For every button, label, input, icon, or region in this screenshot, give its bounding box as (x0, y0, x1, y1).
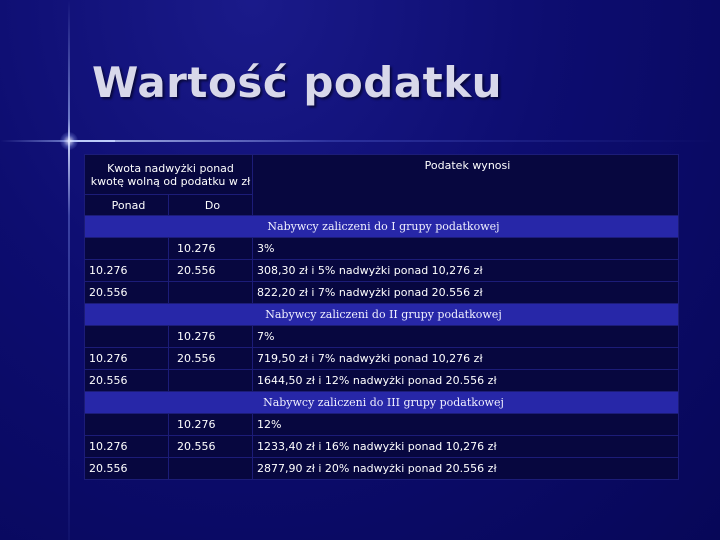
cell-tax: 12% (252, 413, 679, 436)
cell-to: 20.556 (168, 435, 253, 458)
cell-to: 20.556 (168, 259, 253, 282)
header-tax: Podatek wynosi (252, 154, 679, 216)
table-row: 10.276 12% (84, 413, 679, 436)
cell-tax: 7% (252, 325, 679, 348)
header-amount: Kwota nadwyżki ponad kwotę wolną od poda… (84, 154, 253, 195)
decor-vertical-line (68, 0, 70, 540)
group-band: Nabywcy zaliczeni do III grupy podatkowe… (84, 391, 679, 414)
cell-to: 10.276 (168, 325, 253, 348)
table-row: 20.556 822,20 zł i 7% nadwyżki ponad 20.… (84, 281, 679, 304)
cell-to (168, 457, 253, 480)
cell-tax: 822,20 zł i 7% nadwyżki ponad 20.556 zł (252, 281, 679, 304)
decor-horizontal-line (0, 140, 115, 142)
cell-from: 20.556 (84, 457, 169, 480)
table-row: 10.276 20.556 719,50 zł i 7% nadwyżki po… (84, 347, 679, 370)
table-row: 20.556 1644,50 zł i 12% nadwyżki ponad 2… (84, 369, 679, 392)
header-to: Do (168, 194, 253, 216)
header-from: Ponad (84, 194, 169, 216)
cell-tax: 1233,40 zł i 16% nadwyżki ponad 10,276 z… (252, 435, 679, 458)
cell-from (84, 413, 169, 436)
table-row: 10.276 20.556 1233,40 zł i 16% nadwyżki … (84, 435, 679, 458)
group-band: Nabywcy zaliczeni do II grupy podatkowej (84, 303, 679, 326)
cell-to: 20.556 (168, 347, 253, 370)
cell-from: 20.556 (84, 369, 169, 392)
cell-from: 10.276 (84, 259, 169, 282)
cell-to: 10.276 (168, 413, 253, 436)
table-row: 10.276 7% (84, 325, 679, 348)
group-label: Nabywcy zaliczeni do II grupy podatkowej (84, 303, 679, 326)
cell-from (84, 325, 169, 348)
cell-from: 10.276 (84, 347, 169, 370)
table-row: 10.276 20.556 308,30 zł i 5% nadwyżki po… (84, 259, 679, 282)
table-row: 10.276 3% (84, 237, 679, 260)
header-sub-row: Ponad Do (84, 194, 679, 216)
cell-to (168, 369, 253, 392)
cell-to: 10.276 (168, 237, 253, 260)
cell-tax: 308,30 zł i 5% nadwyżki ponad 10,276 zł (252, 259, 679, 282)
decor-glow (60, 132, 78, 150)
cell-tax: 2877,90 zł i 20% nadwyżki ponad 20.556 z… (252, 457, 679, 480)
group-label: Nabywcy zaliczeni do III grupy podatkowe… (84, 391, 679, 414)
table-row: 20.556 2877,90 zł i 20% nadwyżki ponad 2… (84, 457, 679, 480)
cell-tax: 719,50 zł i 7% nadwyżki ponad 10,276 zł (252, 347, 679, 370)
tax-table: Kwota nadwyżki ponad kwotę wolną od poda… (84, 154, 679, 480)
decor-horizontal-line-right (68, 140, 720, 142)
cell-tax: 3% (252, 237, 679, 260)
cell-from: 10.276 (84, 435, 169, 458)
header-row: Kwota nadwyżki ponad kwotę wolną od poda… (84, 154, 679, 216)
cell-to (168, 281, 253, 304)
cell-tax: 1644,50 zł i 12% nadwyżki ponad 20.556 z… (252, 369, 679, 392)
slide-title: Wartość podatku (92, 58, 503, 107)
cell-from (84, 237, 169, 260)
group-band: Nabywcy zaliczeni do I grupy podatkowej (84, 215, 679, 238)
cell-from: 20.556 (84, 281, 169, 304)
group-label: Nabywcy zaliczeni do I grupy podatkowej (84, 215, 679, 238)
